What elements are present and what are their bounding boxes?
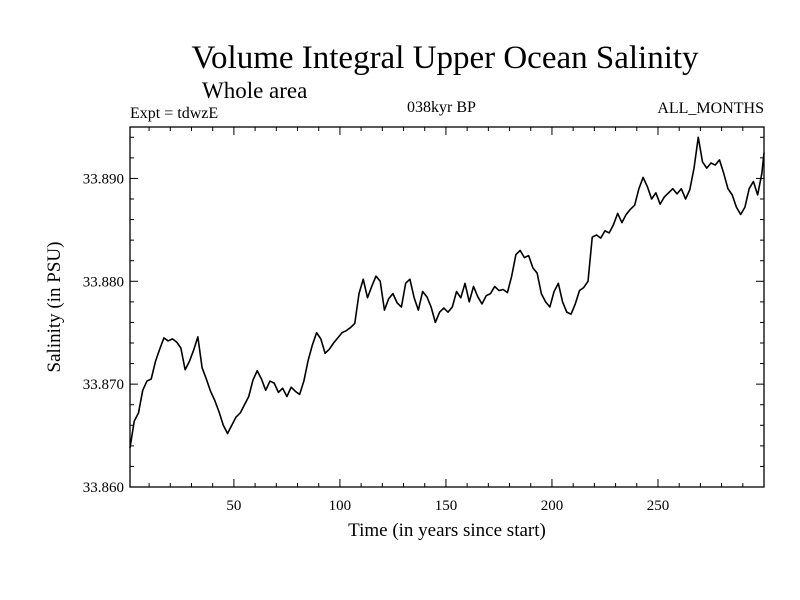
axis-ticks xyxy=(130,127,765,488)
y-tick-label: 33.870 xyxy=(83,377,124,393)
x-tick-label: 200 xyxy=(541,498,564,514)
plot-frame xyxy=(129,126,765,488)
x-tick-label: 250 xyxy=(647,498,670,514)
chart-title: Volume Integral Upper Ocean Salinity xyxy=(191,40,699,76)
series-line xyxy=(129,136,765,449)
chart-subtitle: Whole area xyxy=(202,78,308,103)
period-label: 038kyr BP xyxy=(407,99,476,116)
y-axis-label: Salinity (in PSU) xyxy=(44,242,65,373)
y-tick-label: 33.890 xyxy=(83,171,124,187)
x-tick-label: 150 xyxy=(435,498,458,514)
experiment-label: Expt = tdwzE xyxy=(130,105,219,122)
x-tick-label: 100 xyxy=(329,498,352,514)
y-tick-label: 33.860 xyxy=(83,480,124,496)
axis-tick-labels: 50 100 150 200 250 33.860 33.870 33.880 33.890 xyxy=(83,171,669,514)
x-axis-label: Time (in years since start) xyxy=(348,520,546,541)
months-label: ALL_MONTHS xyxy=(657,100,764,117)
y-tick-label: 33.880 xyxy=(83,274,124,290)
x-tick-label: 50 xyxy=(226,498,241,514)
